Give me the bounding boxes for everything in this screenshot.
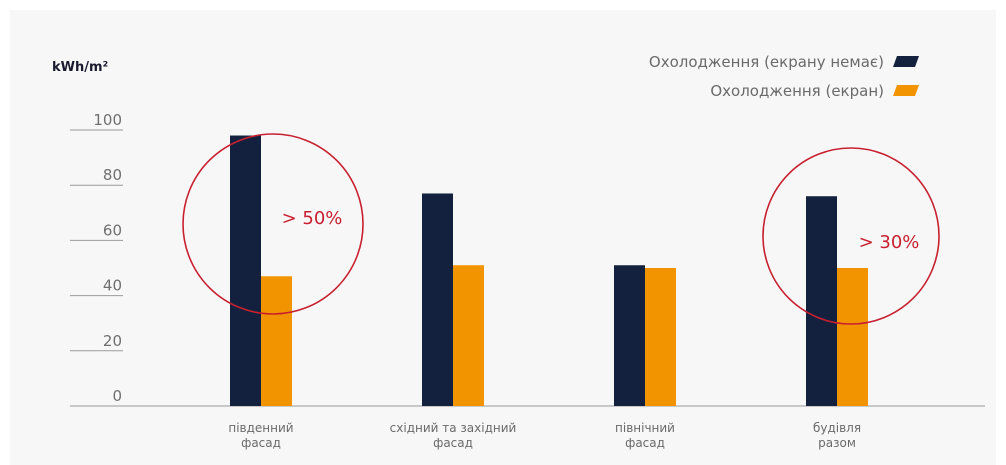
annotation-circle (182, 133, 364, 315)
x-tick-label: фасад (241, 436, 281, 450)
bar-screen (453, 265, 484, 406)
y-tick-label: 80 (103, 166, 122, 184)
bar-no-screen (422, 193, 453, 406)
bar-screen (645, 268, 676, 406)
x-tick-label: південний (228, 421, 293, 435)
bar-screen (261, 276, 292, 406)
annotation-label: > 30% (859, 232, 920, 253)
y-tick-label: 20 (103, 332, 122, 350)
x-tick-label: фасад (625, 436, 665, 450)
legend-label: Охолодження (екрану немає) (649, 53, 884, 71)
bars (230, 135, 868, 406)
y-axis: 0 20 40 60 80 100 (70, 111, 123, 405)
annotations: > 50% > 30% (182, 133, 940, 325)
bar-no-screen (614, 265, 645, 406)
y-tick-label: 60 (103, 221, 122, 239)
y-tick-label: 100 (93, 111, 122, 129)
x-tick-label: разом (818, 436, 856, 450)
bar-screen (837, 268, 868, 406)
y-tick-label: 40 (103, 277, 122, 295)
legend: Охолодження (екрану немає) Охолодження (е… (649, 53, 919, 100)
bar-no-screen (230, 135, 261, 406)
legend-swatch (893, 85, 919, 96)
x-tick-label: східний та західний (390, 421, 517, 435)
x-tick-label: північний (615, 421, 675, 435)
annotation-label: > 50% (282, 208, 343, 229)
annotation-circle (762, 147, 940, 325)
bar-no-screen (806, 196, 837, 406)
legend-swatch (893, 56, 919, 67)
y-tick-label: 0 (112, 387, 122, 405)
y-axis-label: kWh/m² (52, 60, 108, 75)
legend-label: Охолодження (екран) (710, 82, 884, 100)
x-tick-label: фасад (433, 436, 473, 450)
x-tick-label: будівля (813, 421, 861, 435)
